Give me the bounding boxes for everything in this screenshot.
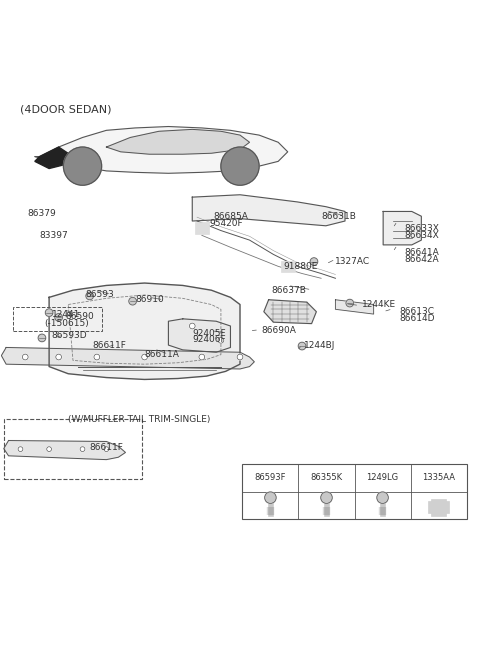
- Bar: [242, 464, 467, 519]
- Circle shape: [45, 309, 53, 316]
- Text: 86613C: 86613C: [400, 307, 435, 316]
- Text: 1244BJ: 1244BJ: [304, 340, 336, 349]
- Polygon shape: [4, 441, 125, 460]
- Text: 86611F: 86611F: [92, 340, 126, 349]
- Circle shape: [86, 292, 94, 300]
- Circle shape: [18, 447, 23, 451]
- Polygon shape: [383, 211, 421, 245]
- Text: 86631B: 86631B: [321, 212, 356, 221]
- Circle shape: [142, 354, 147, 360]
- Circle shape: [237, 354, 243, 360]
- Text: 83397: 83397: [39, 231, 68, 240]
- Text: 86690A: 86690A: [262, 326, 296, 335]
- Text: 1244KE: 1244KE: [362, 300, 396, 309]
- Text: 86642A: 86642A: [405, 255, 439, 263]
- Text: 1335AA: 1335AA: [422, 473, 455, 482]
- Circle shape: [221, 147, 259, 185]
- Text: 86593D: 86593D: [51, 331, 87, 340]
- Circle shape: [80, 447, 85, 451]
- Text: 86634X: 86634X: [405, 231, 439, 240]
- Text: 1327AC: 1327AC: [336, 257, 371, 266]
- Text: 1249LG: 1249LG: [367, 473, 398, 482]
- Text: 86611A: 86611A: [144, 350, 180, 359]
- Text: 86910: 86910: [135, 295, 164, 304]
- Polygon shape: [336, 300, 373, 314]
- Bar: [428, 501, 449, 513]
- Text: 92406F: 92406F: [192, 335, 226, 344]
- Polygon shape: [264, 300, 316, 323]
- Circle shape: [218, 338, 224, 343]
- Bar: [432, 511, 446, 516]
- Text: 86637B: 86637B: [271, 286, 306, 295]
- Circle shape: [190, 323, 195, 329]
- Circle shape: [23, 354, 28, 360]
- Circle shape: [264, 492, 276, 503]
- Circle shape: [56, 354, 61, 360]
- Bar: [267, 497, 273, 516]
- Polygon shape: [35, 126, 288, 173]
- Text: 12441: 12441: [51, 310, 80, 319]
- Text: 86611F: 86611F: [90, 443, 123, 452]
- Circle shape: [94, 354, 100, 360]
- Circle shape: [63, 147, 102, 185]
- Text: 86590: 86590: [66, 312, 95, 321]
- Text: 86593: 86593: [85, 291, 114, 299]
- Text: 86355K: 86355K: [311, 473, 343, 482]
- Circle shape: [298, 342, 306, 350]
- Circle shape: [346, 299, 354, 307]
- Bar: [324, 497, 329, 516]
- Text: 92405F: 92405F: [192, 329, 226, 338]
- Polygon shape: [107, 129, 250, 155]
- Text: 86379: 86379: [28, 209, 56, 218]
- Text: 86614D: 86614D: [400, 314, 435, 323]
- Polygon shape: [192, 195, 345, 226]
- Circle shape: [310, 258, 318, 265]
- Polygon shape: [168, 319, 230, 352]
- Polygon shape: [1, 348, 254, 369]
- Circle shape: [104, 447, 109, 451]
- Text: 95420F: 95420F: [209, 219, 242, 228]
- Text: (4DOOR SEDAN): (4DOOR SEDAN): [21, 104, 112, 114]
- Text: 86593F: 86593F: [255, 473, 286, 482]
- Bar: [432, 499, 446, 503]
- Circle shape: [38, 334, 46, 342]
- Text: 86685A: 86685A: [214, 212, 249, 221]
- Polygon shape: [49, 283, 240, 379]
- Text: 86633X: 86633X: [405, 224, 440, 233]
- Circle shape: [55, 314, 62, 321]
- Bar: [281, 261, 295, 272]
- Circle shape: [321, 492, 332, 503]
- Circle shape: [377, 492, 388, 503]
- Polygon shape: [35, 147, 73, 168]
- Circle shape: [129, 297, 136, 305]
- Circle shape: [47, 447, 51, 451]
- Text: (W/MUFFLER TAIL TRIM-SINGLE): (W/MUFFLER TAIL TRIM-SINGLE): [68, 415, 211, 424]
- Text: (-150615): (-150615): [44, 319, 89, 328]
- Text: 86641A: 86641A: [405, 248, 439, 256]
- Text: 91880E: 91880E: [283, 262, 317, 271]
- Circle shape: [199, 354, 204, 360]
- Bar: [195, 222, 209, 234]
- Bar: [380, 497, 385, 516]
